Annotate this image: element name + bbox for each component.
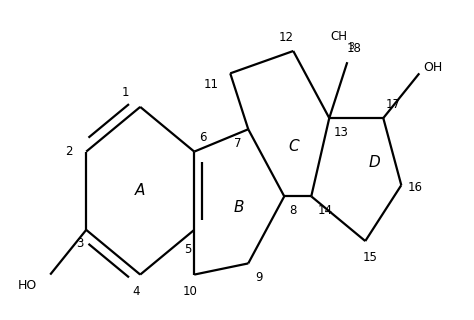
Text: 1: 1 (121, 86, 129, 100)
Text: 17: 17 (385, 98, 401, 111)
Text: 8: 8 (289, 204, 296, 217)
Text: HO: HO (18, 279, 37, 292)
Text: 5: 5 (184, 243, 192, 256)
Text: 18: 18 (346, 42, 362, 55)
Text: 9: 9 (255, 271, 263, 284)
Text: 6: 6 (199, 131, 206, 144)
Text: 14: 14 (318, 204, 333, 217)
Text: D: D (368, 155, 380, 170)
Text: 3: 3 (348, 42, 354, 51)
Text: 15: 15 (362, 251, 377, 264)
Text: 7: 7 (234, 137, 241, 150)
Text: CH: CH (330, 30, 347, 43)
Text: 3: 3 (77, 237, 84, 250)
Text: 2: 2 (65, 145, 73, 158)
Text: 13: 13 (334, 125, 349, 139)
Text: 11: 11 (204, 78, 219, 91)
Text: 12: 12 (279, 30, 294, 44)
Text: C: C (288, 139, 299, 154)
Text: A: A (135, 183, 146, 198)
Text: OH: OH (423, 61, 442, 74)
Text: B: B (234, 200, 245, 215)
Text: 4: 4 (132, 285, 139, 298)
Text: 10: 10 (182, 285, 197, 298)
Text: 16: 16 (408, 181, 423, 195)
